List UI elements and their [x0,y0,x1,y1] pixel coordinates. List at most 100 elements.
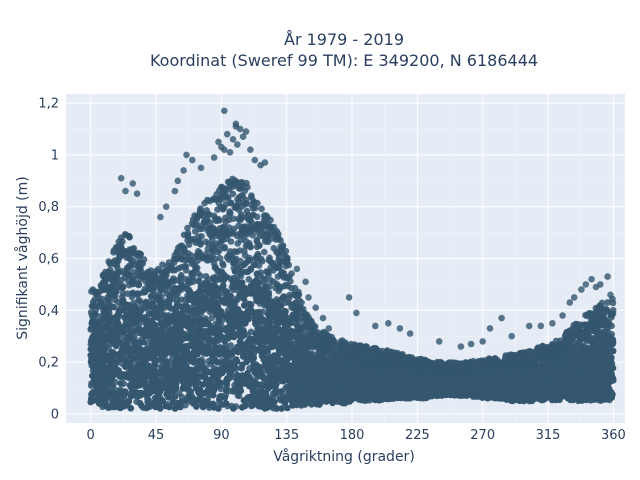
scatter-point [241,201,249,208]
scatter-point [244,183,251,191]
scatter-point [193,251,201,259]
scatter-point [122,308,130,316]
scatter-point [236,185,244,192]
scatter-point [134,281,142,288]
scatter-point [89,286,97,293]
scatter-point [136,320,143,328]
scatter-point [583,331,590,338]
scatter-point [259,257,266,265]
scatter-point [197,272,204,280]
scatter-point [213,216,220,224]
scatter-point [491,358,498,366]
scatter-point [163,271,170,279]
scatter-point [603,307,611,315]
scatter-point [179,283,186,291]
scatter-point [133,270,141,278]
scatter-point [184,224,191,232]
scatter-point [266,276,274,284]
scatter-point [234,240,241,247]
scatter-point [209,242,216,249]
scatter-point [202,273,210,280]
scatter-point [182,256,190,264]
scatter-point [233,255,240,263]
scatter-point [539,356,547,363]
scatter-point [168,288,176,296]
scatter-point [238,231,245,238]
scatter-point [239,192,246,200]
scatter-point [137,250,144,258]
scatter-point [605,320,613,327]
scatter-point [253,270,261,278]
scatter-point [261,248,268,256]
scatter-point [133,291,141,299]
scatter-point [253,236,261,244]
scatter-point [221,245,228,252]
scatter-point [286,294,293,302]
scatter-point [115,250,123,257]
scatter-point [496,365,504,373]
scatter-point [569,325,577,333]
scatter-point [227,199,234,207]
scatter-point [240,261,248,269]
scatter-point [549,341,556,348]
scatter-point [174,249,181,257]
scatter-point [578,344,585,352]
scatter-point [598,299,606,307]
scatter-point [254,225,261,233]
scatter-point [169,277,177,284]
scatter-point [307,336,315,344]
scatter-point [289,311,297,319]
scatter-point [175,265,182,272]
scatter-point [231,248,238,255]
scatter-point [530,348,537,356]
scatter-point [103,312,111,320]
scatter-point [99,272,107,280]
scatter-point [604,328,611,336]
scatter-point [227,238,235,245]
scatter-point [95,313,103,320]
scatter-point [154,275,161,283]
scatter-point [309,342,317,349]
scatter-point [217,203,225,211]
scatter-point [265,224,272,232]
scatter-point [247,243,254,251]
scatter-point [314,339,322,347]
scatter-point [227,209,234,217]
scatter-point [143,313,151,321]
scatter-point [261,212,268,219]
scatter-point [216,254,224,262]
scatter-point [263,268,270,275]
scatter-point [604,299,611,306]
scatter-point [248,192,255,199]
scatter-point [184,230,192,237]
scatter-point [272,284,280,292]
scatter-point [244,211,252,219]
scatter-point [197,241,204,248]
scatter-point [593,336,600,344]
scatter-point [227,342,235,349]
scatter-point [226,186,233,193]
scatter-point [253,213,261,221]
scatter-point [198,233,205,240]
scatter-point [205,225,213,233]
scatter-point [125,232,132,240]
scatter-point [115,254,123,262]
scatter-point [298,299,305,306]
scatter-point [128,293,136,301]
scatter-point [189,257,197,264]
scatter-point [264,238,272,246]
scatter-point [582,311,589,319]
scatter-point [157,304,165,312]
scatter-point [288,304,296,312]
scatter-point [117,243,125,251]
scatter-point [225,224,233,231]
scatter-point [334,354,342,362]
scatter-point [231,177,239,184]
scatter-point [213,191,220,198]
scatter-point [216,225,223,232]
scatter-point [339,341,346,349]
scatter-point [216,246,223,254]
scatter-point [188,270,195,277]
scatter-point [407,366,415,373]
scatter-point [247,328,255,336]
